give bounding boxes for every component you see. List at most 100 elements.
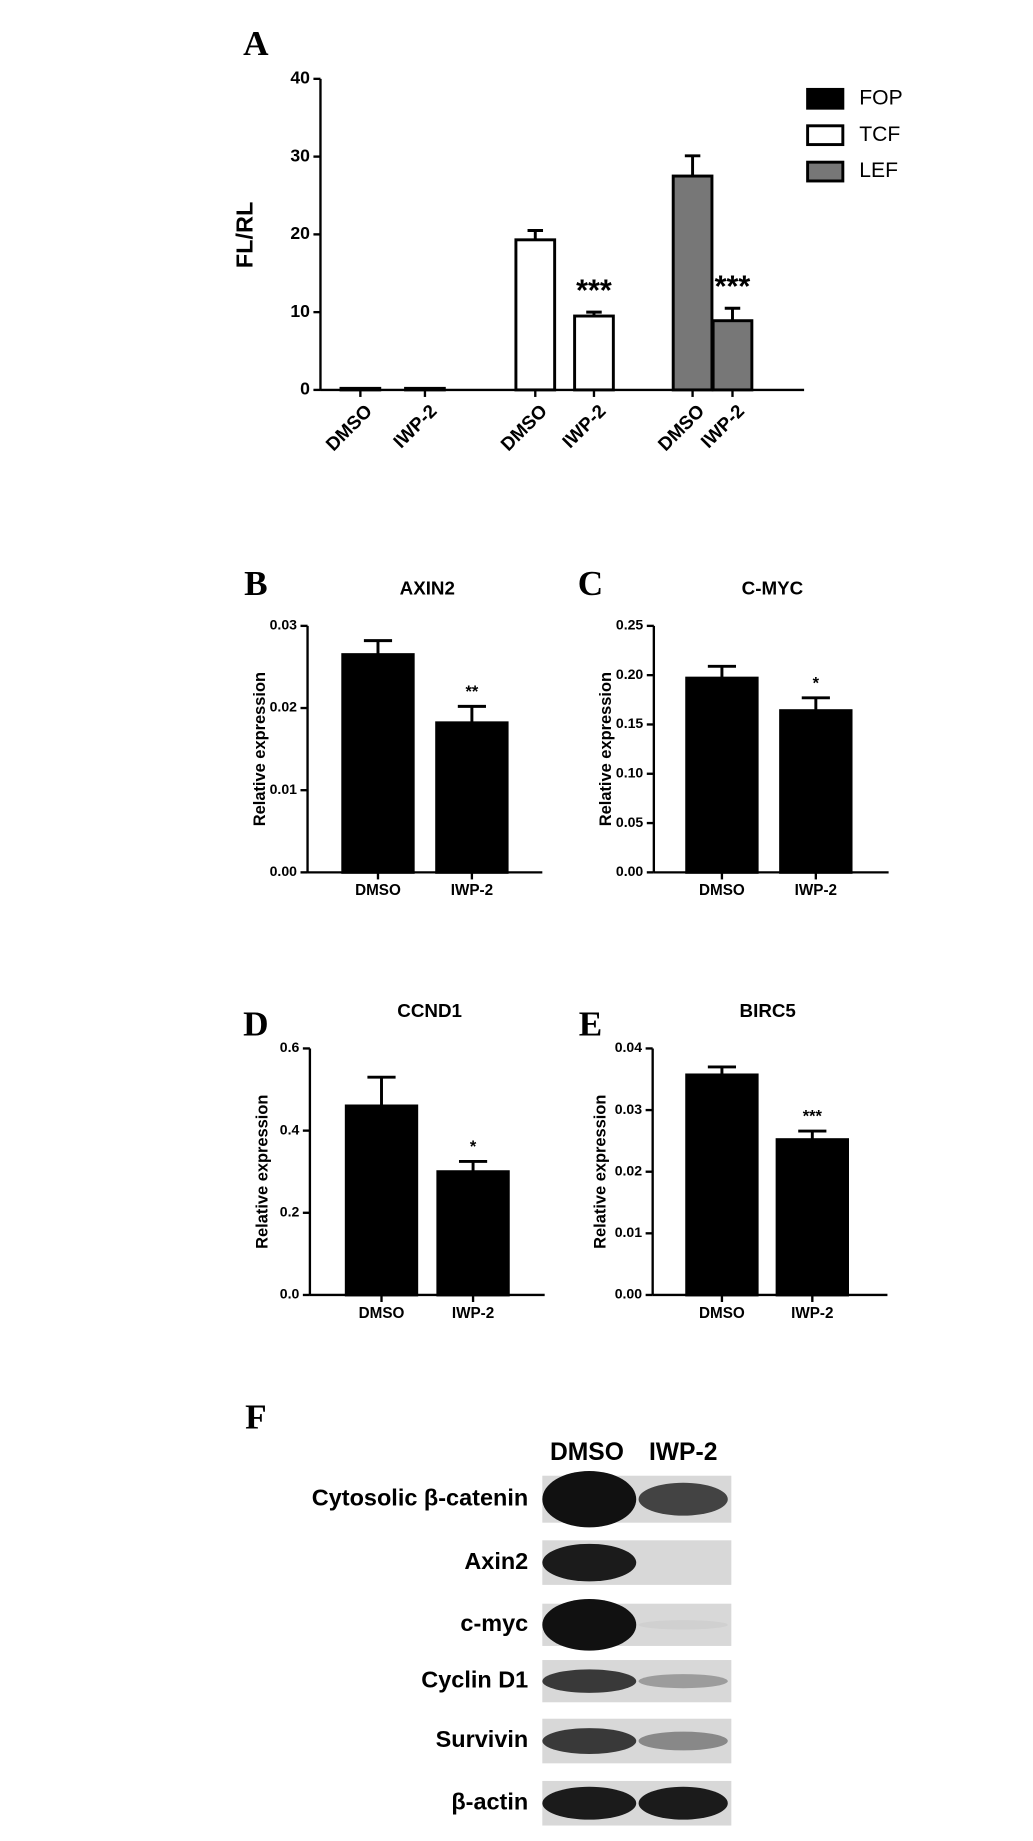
- significance: ***: [715, 270, 751, 304]
- legend-label: TCF: [859, 123, 900, 146]
- y-tick-label: 0.02: [270, 699, 298, 715]
- y-tick-label: 0.01: [615, 1224, 643, 1240]
- y-axis-label: Relative expression: [253, 1095, 271, 1249]
- blot-band: [542, 1786, 637, 1820]
- y-tick-label: 10: [290, 301, 310, 321]
- x-tick-label: IWP-2: [791, 1305, 833, 1322]
- blot-band: [542, 1598, 637, 1651]
- x-tick-label: DMSO: [321, 400, 376, 455]
- bar: [436, 1170, 510, 1297]
- blot-row-label: Survivin: [436, 1726, 529, 1752]
- y-tick-label: 0.00: [615, 1286, 643, 1302]
- error-bar: [458, 1159, 488, 1172]
- y-axis-label: Relative expression: [597, 672, 615, 826]
- y-tick-label: 0.03: [270, 617, 298, 633]
- y-tick-label: 0.02: [615, 1162, 643, 1178]
- legend-swatch: [806, 160, 845, 183]
- y-tick-label: 0.05: [616, 814, 644, 830]
- x-tick-label: IWP-2: [451, 882, 493, 899]
- x-tick-label: IWP-2: [452, 1305, 494, 1322]
- panel-label: A: [243, 24, 269, 63]
- y-tick-label: 0.04: [615, 1039, 643, 1055]
- x-tick-label: IWP-2: [795, 882, 837, 899]
- x-tick-label: DMSO: [699, 1305, 745, 1322]
- y-tick-label: 40: [290, 67, 310, 87]
- panel-label: F: [245, 1398, 267, 1437]
- error-bar: [457, 704, 486, 723]
- bar: [685, 676, 759, 874]
- legend-swatch: [806, 87, 845, 110]
- y-tick-label: 0.15: [616, 715, 644, 731]
- blot-column-label: IWP-2: [649, 1439, 717, 1466]
- significance: **: [465, 683, 478, 701]
- blot-band: [638, 1674, 728, 1689]
- bar: [404, 386, 446, 392]
- error-bar: [798, 1129, 827, 1140]
- y-tick-label: 0.25: [616, 617, 644, 633]
- y-tick-label: 30: [290, 145, 310, 165]
- blot-band: [542, 1669, 637, 1693]
- y-axis-label: Relative expression: [251, 672, 269, 826]
- error-bar: [684, 154, 701, 177]
- bar: [711, 319, 754, 392]
- bar: [573, 314, 615, 392]
- bar: [339, 386, 382, 392]
- y-tick-label: 0.10: [616, 764, 644, 780]
- chart-title: C-MYC: [742, 577, 804, 598]
- significance: *: [470, 1138, 477, 1156]
- x-tick-label: IWP-2: [389, 400, 441, 452]
- error-bar: [367, 1075, 396, 1106]
- x-tick-label: IWP-2: [558, 400, 610, 452]
- y-tick-label: 0.00: [616, 863, 644, 879]
- chart-title: CCND1: [397, 1000, 462, 1021]
- chart-title: BIRC5: [740, 1000, 796, 1021]
- bar: [775, 1138, 849, 1297]
- significance: ***: [803, 1108, 823, 1126]
- blot-band: [542, 1543, 637, 1582]
- blot-row-label: c-myc: [460, 1610, 528, 1636]
- x-tick-label: IWP-2: [696, 400, 748, 452]
- blot-band: [638, 1482, 728, 1516]
- blot-row-label: Cytosolic β-catenin: [312, 1484, 528, 1510]
- x-tick-label: DMSO: [496, 400, 551, 455]
- legend-swatch: [806, 124, 845, 147]
- bar: [341, 653, 415, 874]
- significance: ***: [576, 273, 612, 307]
- x-tick-label: DMSO: [654, 400, 709, 455]
- blot-band: [638, 1620, 728, 1630]
- y-tick-label: 0.20: [616, 666, 644, 682]
- y-tick-label: 0.4: [280, 1121, 300, 1137]
- panel-label: B: [244, 564, 267, 603]
- bar: [671, 174, 714, 392]
- legend-label: FOP: [859, 86, 902, 109]
- panel-label: D: [243, 1004, 268, 1043]
- blot-row-label: β-actin: [451, 1788, 528, 1814]
- blot-band: [542, 1728, 637, 1754]
- bar: [514, 238, 557, 392]
- blot-row-label: Axin2: [464, 1548, 528, 1574]
- y-tick-label: 0.01: [270, 781, 298, 797]
- error-bar: [586, 310, 602, 317]
- y-tick-label: 0: [300, 379, 310, 399]
- error-bar: [707, 1065, 737, 1075]
- blot-row-label: Cyclin D1: [421, 1666, 528, 1692]
- error-bar: [527, 229, 544, 240]
- x-tick-label: DMSO: [359, 1305, 405, 1322]
- y-tick-label: 0.03: [615, 1101, 643, 1117]
- error-bar: [707, 664, 737, 679]
- blot-band: [638, 1731, 728, 1751]
- error-bar: [724, 306, 741, 321]
- y-axis-label: FL/RL: [232, 202, 258, 268]
- bar: [685, 1073, 759, 1297]
- blot-band: [542, 1471, 637, 1528]
- y-tick-label: 0.2: [280, 1204, 300, 1220]
- blot-band: [638, 1786, 728, 1820]
- error-bar: [801, 696, 830, 711]
- significance: *: [813, 674, 820, 692]
- bar: [779, 709, 853, 874]
- y-tick-label: 0.0: [280, 1286, 300, 1302]
- bar: [344, 1104, 419, 1297]
- panel-label: E: [579, 1004, 602, 1043]
- y-tick-label: 0.00: [270, 863, 298, 879]
